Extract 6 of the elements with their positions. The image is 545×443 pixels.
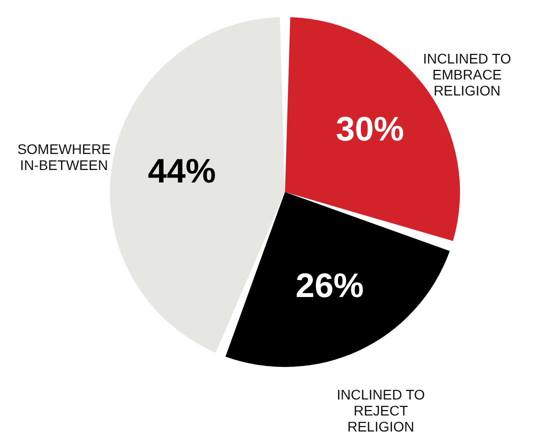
slice-label: INCLINED TO REJECT RELIGION: [336, 386, 425, 435]
slice-label: SOMEWHERE IN-BETWEEN: [17, 140, 111, 173]
data-label: 30%: [336, 110, 404, 148]
data-label: 26%: [296, 267, 364, 306]
slice-label: INCLINED TO EMBRACE RELIGION: [422, 50, 512, 99]
data-label: 44%: [148, 152, 216, 190]
